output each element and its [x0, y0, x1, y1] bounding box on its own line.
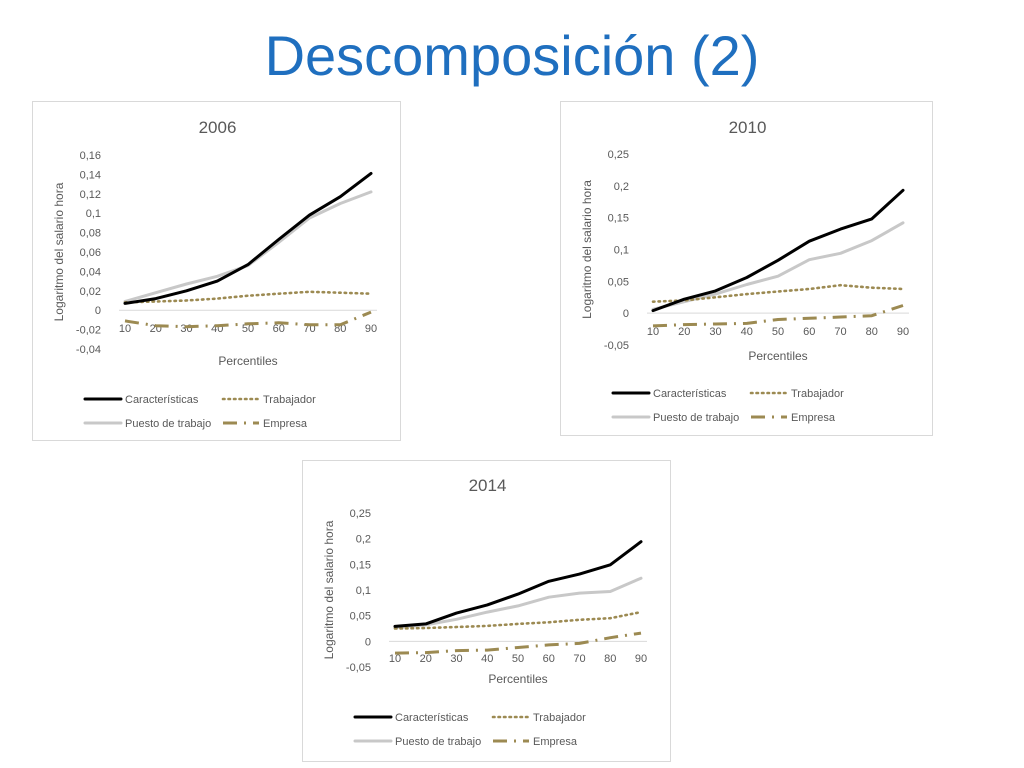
x-tick-label: 40: [481, 653, 493, 665]
chart-2010: 2010 -0,05 0 0,05 0,1 0,15 0,2 0,25 10 20 30 40 50 60…: [580, 118, 909, 424]
x-tick-label: 60: [543, 653, 555, 665]
y-tick-label: 0,05: [608, 276, 629, 288]
series-line-0: [393, 540, 643, 628]
chart-title: 2006: [199, 118, 237, 137]
legend-label-1: Trabajador: [533, 712, 586, 724]
y-tick-label: 0,2: [614, 181, 629, 193]
chart-2014: 2014 -0,05 0 0,05 0,1 0,15 0,2 0,25 10 20 30 40 50 60…: [322, 476, 647, 748]
y-tick-label: -0,05: [346, 662, 371, 674]
series-line-3: [652, 304, 904, 328]
legend-label-2: Puesto de trabajo: [395, 736, 481, 748]
legend-label-1: Trabajador: [263, 394, 316, 406]
x-tick-label: 10: [119, 323, 131, 335]
x-tick-label: 50: [772, 326, 784, 338]
y-tick-label: 0,04: [80, 266, 101, 278]
y-tick-label: 0,1: [86, 208, 101, 220]
series-line-2: [393, 576, 643, 629]
x-axis-label: Percentiles: [488, 672, 547, 686]
x-tick-label: 20: [678, 326, 690, 338]
x-tick-label: 10: [389, 653, 401, 665]
x-tick-label: 20: [420, 653, 432, 665]
series-line-1: [393, 610, 643, 630]
y-axis-label: Logaritmo del salario hora: [52, 182, 66, 321]
y-tick-label: 0: [95, 305, 101, 317]
legend-label-2: Puesto de trabajo: [653, 412, 739, 424]
y-tick-label: 0: [365, 636, 371, 648]
legend-label-2: Puesto de trabajo: [125, 418, 211, 430]
y-tick-label: -0,04: [76, 344, 101, 356]
y-tick-label: -0,02: [76, 325, 101, 337]
x-tick-label: 90: [635, 653, 647, 665]
series-line-0: [123, 171, 373, 305]
x-tick-label: 80: [866, 326, 878, 338]
y-tick-label: 0,1: [614, 245, 629, 257]
y-tick-label: 0,25: [608, 149, 629, 161]
chart-title: 2014: [469, 476, 507, 495]
legend-label-0: Características: [653, 388, 727, 400]
y-tick-label: 0,06: [80, 247, 101, 259]
x-tick-label: 50: [512, 653, 524, 665]
legend-label-0: Características: [395, 712, 469, 724]
series-line-1: [651, 283, 905, 303]
series-line-3: [124, 310, 372, 329]
y-tick-label: 0,1: [356, 585, 371, 597]
legend-label-3: Empresa: [263, 418, 308, 430]
legend-label-3: Empresa: [533, 736, 578, 748]
y-axis-label: Logaritmo del salario hora: [580, 180, 594, 319]
legend-label-3: Empresa: [791, 412, 836, 424]
x-tick-label: 30: [450, 653, 462, 665]
x-tick-label: 10: [647, 326, 659, 338]
chart-2006-panel: 2006 -0,04 -0,02 0 0,02 0,04 0,06 0,08 0,1 0,12 0,…: [32, 101, 401, 441]
chart-2014-panel: 2014 -0,05 0 0,05 0,1 0,15 0,2 0,25 10 20 30 40 50 60…: [302, 460, 671, 762]
x-tick-label: 30: [180, 323, 192, 335]
x-tick-label: 90: [897, 326, 909, 338]
x-tick-label: 40: [741, 326, 753, 338]
y-tick-label: 0: [623, 308, 629, 320]
y-tick-label: 0,12: [80, 189, 101, 201]
slide-title: Descomposición (2): [264, 24, 760, 87]
series-line-2: [123, 190, 373, 303]
y-tick-label: 0,08: [80, 228, 101, 240]
chart-title: 2010: [729, 118, 767, 137]
series-line-2: [651, 221, 905, 311]
x-axis-label: Percentiles: [748, 349, 807, 363]
y-tick-label: 0,14: [80, 169, 101, 181]
y-tick-label: 0,16: [80, 150, 101, 162]
series-line-1: [123, 290, 373, 304]
x-tick-label: 70: [834, 326, 846, 338]
y-tick-label: 0,02: [80, 286, 101, 298]
y-axis-label: Logaritmo del salario hora: [322, 520, 336, 659]
chart-2010-panel: 2010 -0,05 0 0,05 0,1 0,15 0,2 0,25 10 20 30 40 50 60…: [560, 101, 933, 436]
y-tick-label: -0,05: [604, 340, 629, 352]
x-tick-label: 60: [803, 326, 815, 338]
y-tick-label: 0,2: [356, 534, 371, 546]
x-tick-label: 70: [573, 653, 585, 665]
x-tick-label: 60: [273, 323, 285, 335]
y-tick-label: 0,05: [350, 611, 371, 623]
y-tick-label: 0,15: [350, 559, 371, 571]
legend-label-1: Trabajador: [791, 388, 844, 400]
legend-label-0: Características: [125, 394, 199, 406]
series-line-3: [394, 631, 642, 655]
x-tick-label: 30: [709, 326, 721, 338]
x-tick-label: 90: [365, 323, 377, 335]
series-line-0: [651, 188, 905, 313]
y-tick-label: 0,15: [608, 213, 629, 225]
y-tick-label: 0,25: [350, 508, 371, 520]
chart-2006: 2006 -0,04 -0,02 0 0,02 0,04 0,06 0,08 0,1 0,12 0,…: [52, 118, 377, 430]
x-tick-label: 80: [604, 653, 616, 665]
x-tick-label: 50: [242, 323, 254, 335]
x-axis-label: Percentiles: [218, 354, 277, 368]
